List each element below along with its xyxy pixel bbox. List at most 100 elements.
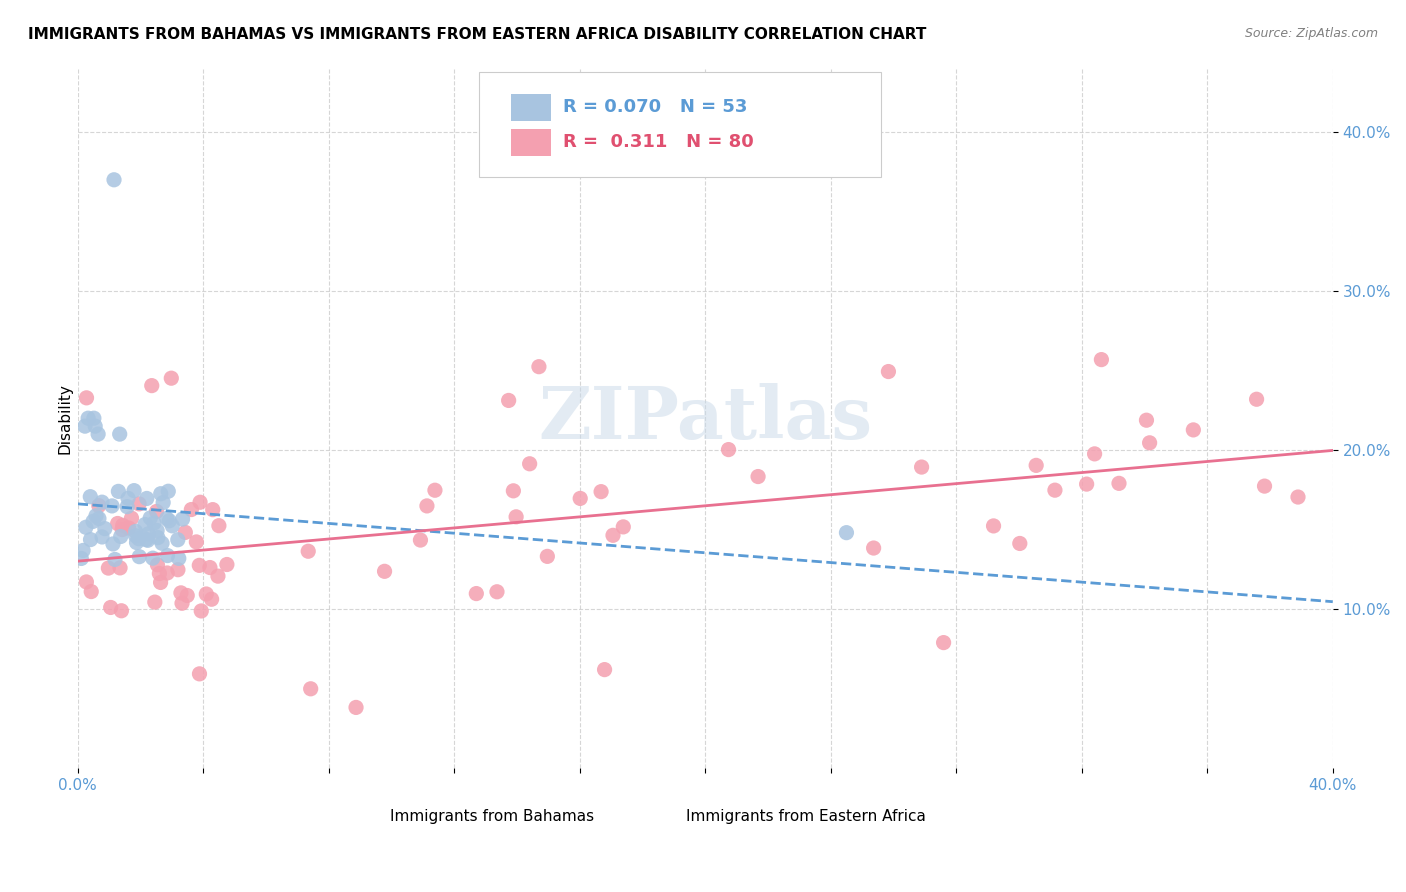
Point (910, 460, 932, 475)
Point (156, 549, 179, 563)
Point (1025, 458, 1047, 473)
Point (498, 393, 520, 408)
Point (1286, 490, 1309, 504)
FancyBboxPatch shape (510, 95, 551, 121)
Point (156, 566, 179, 580)
Point (101, 537, 124, 551)
Point (1182, 423, 1205, 437)
Point (983, 519, 1005, 533)
Point (125, 535, 148, 549)
Point (80, 584, 103, 599)
Point (135, 533, 157, 547)
Point (208, 518, 231, 533)
Point (73, 419, 96, 434)
Point (423, 483, 446, 498)
Point (1139, 435, 1161, 450)
Point (1253, 479, 1275, 493)
Point (84, 508, 107, 523)
Point (1043, 483, 1066, 498)
Point (87, 499, 110, 513)
Point (190, 604, 212, 618)
Point (201, 502, 224, 516)
Point (108, 561, 131, 575)
Point (101, 499, 124, 513)
Point (128, 549, 150, 564)
Point (188, 495, 211, 509)
Point (134, 517, 156, 532)
Point (416, 499, 439, 513)
Point (124, 524, 146, 539)
Point (188, 666, 211, 681)
FancyBboxPatch shape (647, 806, 678, 828)
Point (82, 515, 104, 529)
Point (148, 566, 170, 581)
Point (1135, 413, 1157, 427)
Point (72, 543, 94, 558)
Point (152, 495, 174, 509)
Text: R = 0.070   N = 53: R = 0.070 N = 53 (564, 98, 748, 116)
Point (117, 521, 139, 535)
Point (932, 635, 955, 649)
Point (135, 491, 157, 506)
Point (94, 522, 117, 536)
Point (107, 484, 129, 499)
Point (75, 520, 97, 534)
Point (1084, 447, 1107, 461)
Point (143, 595, 166, 609)
FancyBboxPatch shape (510, 129, 551, 156)
Point (593, 663, 616, 677)
Point (1090, 352, 1112, 367)
Point (1246, 392, 1268, 407)
Point (195, 587, 218, 601)
Point (136, 533, 159, 548)
Point (297, 544, 319, 558)
Point (160, 371, 183, 385)
Point (91, 530, 114, 544)
Text: ZIPatlas: ZIPatlas (538, 383, 872, 454)
Point (374, 564, 396, 578)
Point (156, 511, 179, 525)
Point (835, 525, 858, 540)
FancyBboxPatch shape (347, 806, 380, 828)
Point (717, 442, 740, 457)
Point (167, 563, 190, 577)
Text: Immigrants from Eastern Africa: Immigrants from Eastern Africa (686, 809, 925, 824)
Point (146, 524, 169, 538)
Point (107, 516, 129, 531)
Point (149, 575, 172, 590)
Point (157, 484, 180, 499)
Point (128, 532, 150, 546)
Point (108, 427, 131, 442)
Text: IMMIGRANTS FROM BAHAMAS VS IMMIGRANTS FROM EASTERN AFRICA DISABILITY CORRELATION: IMMIGRANTS FROM BAHAMAS VS IMMIGRANTS FR… (28, 27, 927, 42)
Point (157, 514, 180, 528)
Point (172, 512, 194, 526)
Point (139, 511, 162, 525)
Point (201, 592, 224, 607)
Point (70, 551, 93, 566)
Point (111, 518, 134, 533)
Point (612, 520, 634, 534)
Point (83, 411, 105, 425)
Point (77, 411, 100, 425)
Point (142, 551, 165, 566)
Point (174, 525, 197, 540)
Point (122, 483, 145, 498)
Point (84, 419, 107, 434)
Point (299, 681, 322, 696)
Point (527, 359, 550, 374)
Point (87, 427, 110, 442)
Point (103, 173, 125, 187)
Text: Immigrants from Bahamas: Immigrants from Bahamas (389, 809, 593, 824)
Point (146, 531, 169, 545)
Point (91, 495, 114, 509)
Point (502, 483, 524, 498)
Point (111, 523, 134, 537)
Point (121, 511, 143, 525)
Point (344, 700, 367, 714)
Y-axis label: Disability: Disability (58, 383, 72, 454)
Point (75, 574, 97, 589)
Point (143, 516, 166, 530)
Point (485, 584, 508, 599)
Point (207, 569, 229, 583)
Point (104, 552, 127, 566)
